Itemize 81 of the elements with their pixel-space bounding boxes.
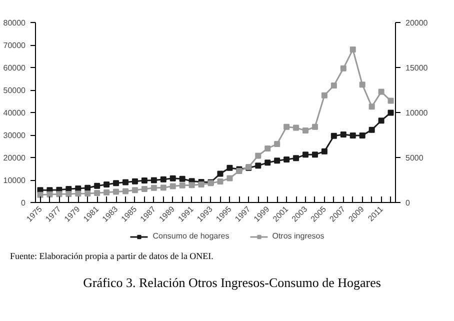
point: [84, 190, 91, 196]
point: [56, 191, 62, 198]
point: [255, 162, 262, 169]
y-tick-label: 20000: [3, 154, 26, 162]
point: [170, 175, 176, 182]
point: [330, 82, 337, 88]
point: [359, 82, 366, 88]
point: [141, 186, 148, 192]
point: [302, 152, 308, 158]
point: [84, 184, 91, 191]
point: [113, 180, 120, 186]
point: [274, 141, 280, 147]
point: [321, 92, 328, 98]
point: [284, 124, 290, 130]
point: [150, 184, 157, 191]
point: [284, 156, 290, 163]
point: [359, 132, 366, 138]
point: [188, 182, 195, 188]
point: [321, 148, 328, 154]
point: [217, 178, 224, 184]
y-tick-label: 40000: [3, 108, 26, 118]
point: [46, 191, 53, 198]
point: [330, 132, 337, 139]
y-tick-label: 0: [21, 198, 26, 208]
y-tick-label: 70000: [3, 41, 26, 50]
legend-label: Consumo de hogares: [152, 232, 230, 240]
point: [255, 152, 262, 159]
point: [104, 189, 110, 196]
legend-label: Otros ingresos: [272, 232, 324, 240]
y-tick-label: 30000: [3, 131, 26, 140]
y-tick-label: 10000: [3, 176, 26, 185]
y2-tick-label: 0: [406, 198, 410, 208]
point: [122, 179, 128, 186]
point: [226, 164, 233, 171]
y2-tick-label: 20000: [406, 18, 428, 28]
point: [113, 188, 120, 195]
point: [340, 132, 346, 138]
point: [66, 190, 72, 197]
point: [160, 184, 166, 191]
point: [350, 132, 356, 138]
point: [179, 176, 186, 182]
point: [293, 124, 300, 131]
y-tick-label: 60000: [3, 64, 26, 72]
point: [274, 158, 280, 164]
point: [264, 160, 271, 166]
point: [302, 128, 308, 134]
point: [150, 177, 157, 184]
point: [37, 192, 44, 198]
y2-tick-label: 5000: [406, 154, 424, 162]
point: [378, 88, 384, 95]
point: [368, 126, 375, 133]
y2-tick-label: 10000: [406, 108, 428, 118]
text: Gráfico 3. Relación Otros Ingresos-Consumo de Hogares: [83, 274, 381, 292]
point: [388, 98, 394, 104]
point: [75, 190, 82, 197]
point: [264, 146, 271, 152]
point: [388, 110, 394, 116]
y2-tick-label: 15000: [406, 64, 428, 72]
point: [170, 183, 176, 190]
point: [160, 176, 166, 182]
point: [312, 124, 318, 130]
point: [104, 182, 110, 188]
point: [94, 182, 100, 189]
point: [198, 182, 204, 188]
y-tick-label: 80000: [3, 18, 26, 28]
point: [141, 177, 148, 184]
point: [226, 175, 233, 182]
point: [350, 46, 356, 52]
point: [293, 155, 300, 162]
point: [94, 190, 100, 196]
point: [217, 170, 224, 177]
point: [132, 187, 138, 194]
point: [122, 188, 128, 194]
source-note: Fuente: Elaboración propia a partir de datos de la ONEI.: [10, 250, 214, 263]
y-tick-label: 50000: [3, 86, 26, 95]
point: [340, 65, 346, 72]
point: [132, 178, 138, 184]
point: [179, 182, 186, 188]
point: [312, 152, 318, 158]
point: [368, 104, 375, 110]
point: [378, 118, 384, 124]
